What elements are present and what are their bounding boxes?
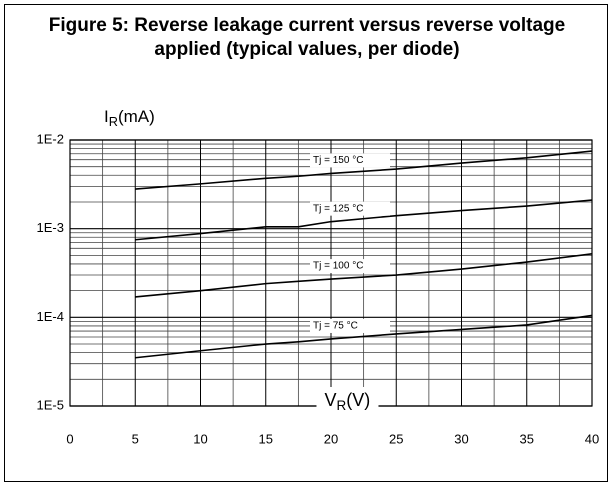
- chart-title: Figure 5: Reverse leakage current versus…: [48, 15, 566, 60]
- series-line: [135, 253, 593, 298]
- xlabel-part: R: [336, 398, 346, 413]
- xlabel-part: (V): [346, 390, 370, 410]
- y-tick-label: 1E-5: [37, 397, 64, 412]
- ylabel-label: IR(mA): [104, 107, 155, 129]
- series-label-bg: [310, 318, 390, 333]
- xlabel-part: V: [324, 390, 336, 410]
- frame: [4, 4, 608, 482]
- series-label: Tj = 100 °C: [313, 261, 363, 272]
- x-tick-label: 15: [259, 431, 273, 446]
- series-line: [135, 199, 593, 241]
- ylabel-part: R: [109, 114, 118, 129]
- y-tick-label: 1E-4: [37, 309, 64, 324]
- series-label: Tj = 125 °C: [313, 203, 363, 214]
- x-tick-label: 25: [389, 431, 403, 446]
- x-tick-label: 5: [132, 431, 139, 446]
- y-tick-label: 1E-3: [37, 220, 64, 235]
- x-tick-label: 35: [520, 431, 534, 446]
- series-label-bg: [310, 153, 390, 168]
- x-tick-label: 10: [193, 431, 207, 446]
- x-tick-label: 40: [585, 431, 599, 446]
- x-tick-label: 30: [454, 431, 468, 446]
- x-tick-label: 0: [66, 431, 73, 446]
- series-label-bg: [310, 201, 390, 216]
- series-label-bg: [310, 259, 390, 274]
- xlabel-label: VR(V): [324, 390, 370, 413]
- axis-label-bg: [316, 387, 379, 415]
- x-tick-label: 20: [324, 431, 338, 446]
- y-tick-label: 1E-2: [37, 131, 64, 146]
- ylabel-part: I: [104, 107, 109, 126]
- ylabel-part: (mA): [118, 107, 155, 126]
- series-label: Tj = 75 °C: [313, 321, 358, 332]
- series-label: Tj = 150 °C: [313, 155, 363, 166]
- series-line: [135, 150, 593, 190]
- series-line: [135, 314, 593, 359]
